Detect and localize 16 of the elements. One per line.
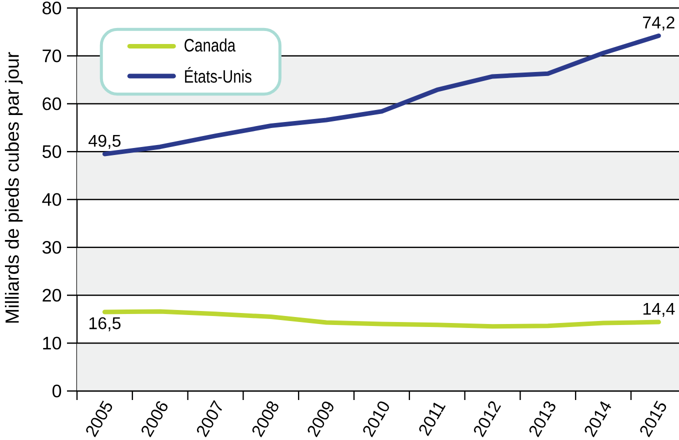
y-tick-label: 40 xyxy=(42,193,62,206)
legend-label: Canada xyxy=(184,38,236,52)
y-tick-label: 70 xyxy=(42,50,62,62)
y-tick-label: 50 xyxy=(42,145,62,158)
y-tick-label: 80 xyxy=(42,2,62,14)
y-axis-title: Milliards de pieds cubes par jour xyxy=(4,52,23,323)
data-label: 14,4 xyxy=(643,302,675,317)
y-tick-label: 10 xyxy=(43,336,62,350)
legend-label: États-Unis xyxy=(185,66,252,83)
y-tick-label: 0 xyxy=(52,384,62,398)
data-label: 74,2 xyxy=(643,16,674,31)
y-tick-label: 60 xyxy=(42,97,62,110)
data-label: 16,5 xyxy=(89,317,121,332)
y-tick-label: 30 xyxy=(42,241,62,254)
y-tick-label: 20 xyxy=(42,288,62,302)
data-label: 49,5 xyxy=(88,134,121,149)
